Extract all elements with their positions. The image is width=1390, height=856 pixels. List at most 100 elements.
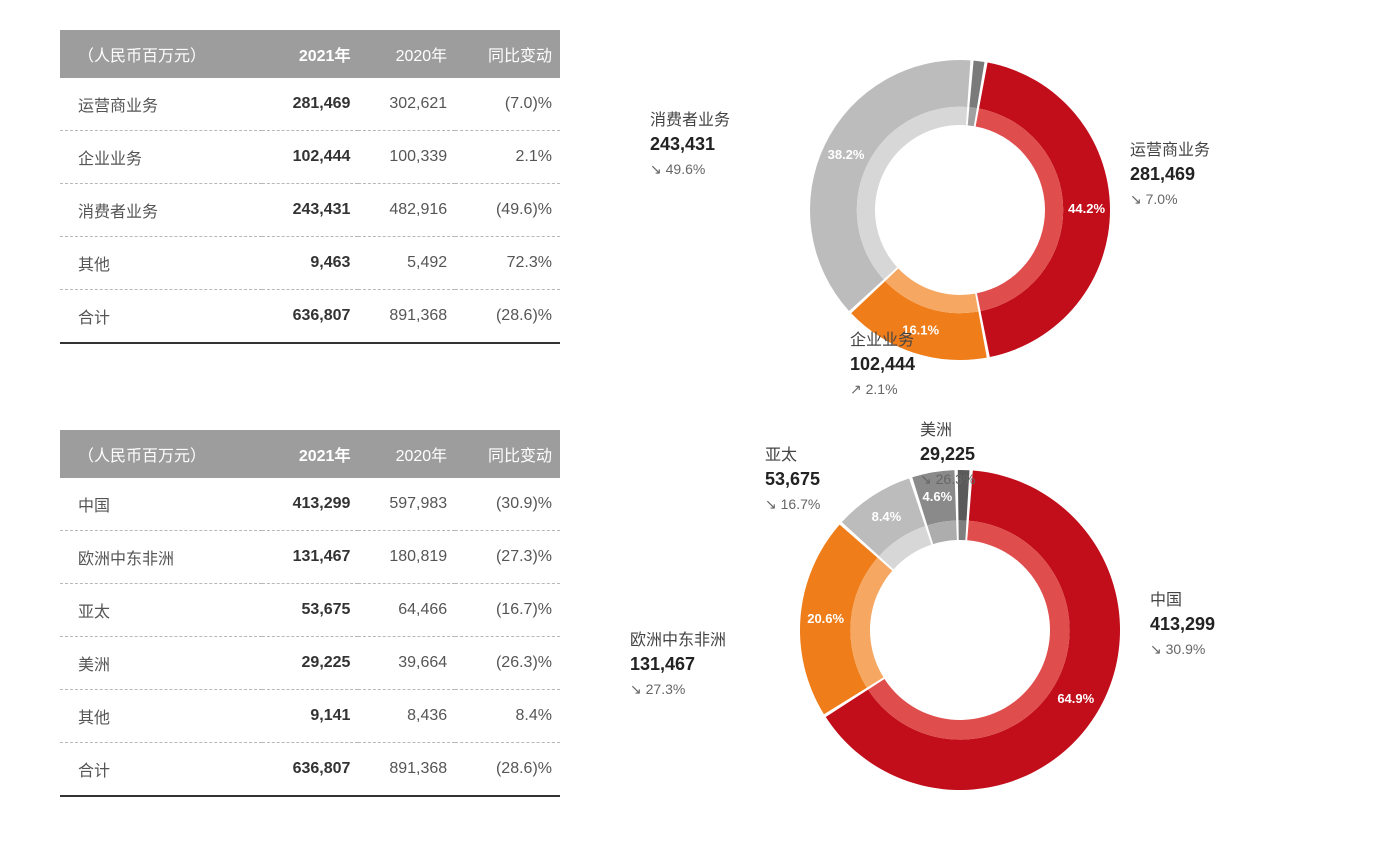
donut-callout: 美洲29,225 ↘ 26.3% (920, 420, 975, 489)
slice-pct-label: 38.2% (828, 147, 865, 162)
page-root: （人民币百万元） 2021年 2020年 同比变动 运营商业务281,46930… (60, 30, 1330, 850)
callout-name: 消费者业务 (650, 110, 730, 132)
cell-yoy: (28.6)% (455, 290, 560, 344)
cell-v2021: 636,807 (262, 743, 359, 797)
cell-v2020: 5,492 (358, 237, 455, 290)
col-yoy: 同比变动 (455, 30, 560, 78)
donut-callout: 运营商业务281,469↘ 7.0% (1130, 140, 1210, 209)
table-row: 欧洲中东非洲131,467180,819(27.3)% (60, 531, 560, 584)
table-by-region: （人民币百万元） 2021年 2020年 同比变动 中国413,299597,9… (60, 430, 560, 797)
table-by-business: （人民币百万元） 2021年 2020年 同比变动 运营商业务281,46930… (60, 30, 560, 344)
callout-change: ↗ 2.1% (850, 380, 915, 400)
table-row: 其他9,4635,49272.3% (60, 237, 560, 290)
donut-slice-inner (958, 520, 966, 540)
cell-yoy: (28.6)% (455, 743, 560, 797)
cell-v2021: 9,141 (262, 690, 359, 743)
callout-value: 102,444 (850, 352, 915, 377)
callout-name: 企业业务 (850, 330, 915, 352)
col-yoy: 同比变动 (455, 430, 560, 478)
cell-v2021: 281,469 (262, 78, 359, 131)
table-row: 美洲29,22539,664(26.3)% (60, 637, 560, 690)
cell-v2020: 8,436 (358, 690, 455, 743)
slice-pct-label: 64.9% (1057, 691, 1094, 706)
cell-v2021: 102,444 (262, 131, 359, 184)
table1-body: 运营商业务281,469302,621(7.0)%企业业务102,444100,… (60, 78, 560, 343)
slice-pct-label: 4.6% (923, 489, 953, 504)
cell-v2021: 243,431 (262, 184, 359, 237)
table-row: 亚太53,67564,466(16.7)% (60, 584, 560, 637)
cell-yoy: (27.3)% (455, 531, 560, 584)
slice-pct-label: 8.4% (872, 509, 902, 524)
cell-name: 企业业务 (60, 131, 262, 184)
callout-value: 243,431 (650, 132, 730, 157)
cell-v2020: 482,916 (358, 184, 455, 237)
callout-name: 欧洲中东非洲 (630, 630, 726, 652)
cell-v2021: 131,467 (262, 531, 359, 584)
cell-name: 美洲 (60, 637, 262, 690)
cell-yoy: (26.3)% (455, 637, 560, 690)
col-unit: （人民币百万元） (60, 30, 262, 78)
donut-callout: 中国413,299↘ 30.9% (1150, 590, 1215, 659)
cell-name: 运营商业务 (60, 78, 262, 131)
donut-callout: 企业业务102,444 ↗ 2.1% (850, 330, 915, 399)
cell-v2021: 413,299 (262, 478, 359, 531)
callout-change: ↘ 26.3% (920, 470, 975, 490)
callout-change: ↘ 16.7% (765, 495, 820, 515)
cell-v2020: 302,621 (358, 78, 455, 131)
callout-value: 281,469 (1130, 162, 1210, 187)
cell-name: 合计 (60, 290, 262, 344)
table-row: 合计636,807891,368(28.6)% (60, 743, 560, 797)
cell-v2020: 891,368 (358, 743, 455, 797)
cell-v2020: 100,339 (358, 131, 455, 184)
cell-v2021: 29,225 (262, 637, 359, 690)
cell-yoy: (30.9)% (455, 478, 560, 531)
slice-pct-label: 20.6% (807, 611, 844, 626)
cell-name: 亚太 (60, 584, 262, 637)
cell-name: 合计 (60, 743, 262, 797)
callout-name: 美洲 (920, 420, 975, 442)
donut-svg: 44.2%16.1%38.2% (620, 30, 1320, 390)
callout-name: 运营商业务 (1130, 140, 1210, 162)
donut-callout: 欧洲中东非洲131,467 ↘ 27.3% (630, 630, 726, 699)
cell-yoy: 72.3% (455, 237, 560, 290)
cell-v2021: 53,675 (262, 584, 359, 637)
cell-yoy: 8.4% (455, 690, 560, 743)
cell-v2020: 64,466 (358, 584, 455, 637)
cell-v2021: 9,463 (262, 237, 359, 290)
cell-yoy: (16.7)% (455, 584, 560, 637)
donut-by-business: 44.2%16.1%38.2%运营商业务281,469↘ 7.0% 企业业务102… (620, 30, 1320, 390)
table-header-row: （人民币百万元） 2021年 2020年 同比变动 (60, 30, 560, 78)
callout-value: 29,225 (920, 442, 975, 467)
callout-name: 中国 (1150, 590, 1215, 612)
cell-v2021: 636,807 (262, 290, 359, 344)
col-unit: （人民币百万元） (60, 430, 262, 478)
callout-value: 53,675 (765, 467, 820, 492)
cell-yoy: (49.6)% (455, 184, 560, 237)
table-row: 消费者业务243,431482,916(49.6)% (60, 184, 560, 237)
donut-slice-inner (968, 107, 977, 126)
cell-name: 其他 (60, 237, 262, 290)
table2-body: 中国413,299597,983(30.9)%欧洲中东非洲131,467180,… (60, 478, 560, 796)
cell-yoy: (7.0)% (455, 78, 560, 131)
callout-name: 亚太 (765, 445, 820, 467)
section-business: （人民币百万元） 2021年 2020年 同比变动 运营商业务281,46930… (60, 30, 1330, 390)
section-region: （人民币百万元） 2021年 2020年 同比变动 中国413,299597,9… (60, 430, 1330, 850)
table-row: 企业业务102,444100,3392.1% (60, 131, 560, 184)
donut-callout: 消费者业务243,431 ↘ 49.6% (650, 110, 730, 179)
cell-name: 消费者业务 (60, 184, 262, 237)
table-header-row: （人民币百万元） 2021年 2020年 同比变动 (60, 430, 560, 478)
col-2020: 2020年 (358, 30, 455, 78)
cell-v2020: 891,368 (358, 290, 455, 344)
donut-by-region: 64.9% 20.6% 8.4% 4.6% 中国413,299↘ 30.9% 欧洲中东非洲… (620, 430, 1320, 850)
col-2020: 2020年 (358, 430, 455, 478)
cell-name: 中国 (60, 478, 262, 531)
callout-change: ↘ 27.3% (630, 680, 726, 700)
col-2021: 2021年 (262, 430, 359, 478)
callout-value: 413,299 (1150, 612, 1215, 637)
callout-change: ↘ 49.6% (650, 160, 730, 180)
donut-callout: 亚太53,675 ↘ 16.7% (765, 445, 820, 514)
col-2021: 2021年 (262, 30, 359, 78)
cell-v2020: 597,983 (358, 478, 455, 531)
callout-value: 131,467 (630, 652, 726, 677)
cell-v2020: 180,819 (358, 531, 455, 584)
